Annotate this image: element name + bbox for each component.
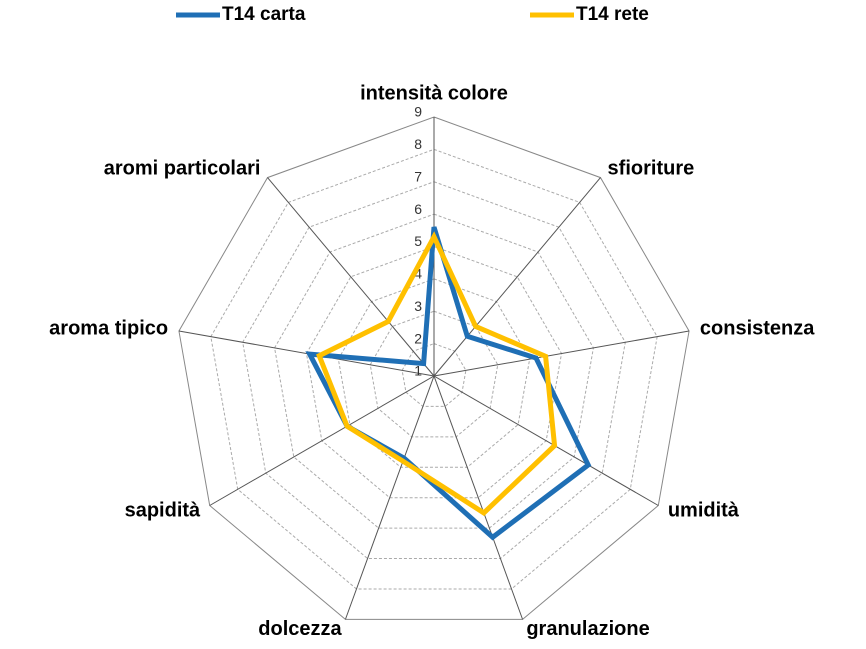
category-label: umidità (668, 499, 740, 521)
category-label: aromi particolari (104, 157, 261, 179)
grid-ring (305, 245, 563, 499)
series-line (305, 226, 592, 541)
category-label: dolcezza (258, 618, 342, 640)
tick-label: 8 (414, 136, 422, 152)
spoke (178, 330, 435, 377)
series-line (316, 231, 558, 517)
tick-label: 6 (414, 201, 422, 217)
category-label: sfioriture (608, 157, 695, 179)
tick-label: 2 (414, 330, 422, 346)
spoke (433, 330, 690, 377)
grid-ring (274, 213, 594, 529)
grid-ring (178, 116, 690, 620)
category-label: consistenza (700, 317, 815, 339)
spoke (433, 177, 601, 377)
grid-ring (369, 310, 499, 438)
spoke (209, 375, 435, 506)
legend-label: T14 carta (222, 4, 306, 25)
spoke (433, 375, 659, 506)
spoke (433, 375, 524, 620)
tick-label: 9 (414, 104, 422, 120)
grid-ring (210, 148, 658, 590)
category-label: sapidità (125, 499, 201, 521)
spoke (267, 177, 435, 377)
grid-ring (242, 181, 626, 560)
tick-label: 1 (414, 363, 422, 379)
tick-label: 4 (414, 266, 422, 282)
tick-label: 7 (414, 168, 422, 184)
legend-label: T14 rete (576, 4, 649, 25)
category-label: intensità colore (360, 82, 508, 104)
spoke (344, 375, 435, 620)
category-label: granulazione (526, 618, 649, 640)
category-label: aroma tipico (49, 317, 168, 339)
tick-label: 3 (414, 298, 422, 314)
tick-label: 5 (414, 233, 422, 249)
